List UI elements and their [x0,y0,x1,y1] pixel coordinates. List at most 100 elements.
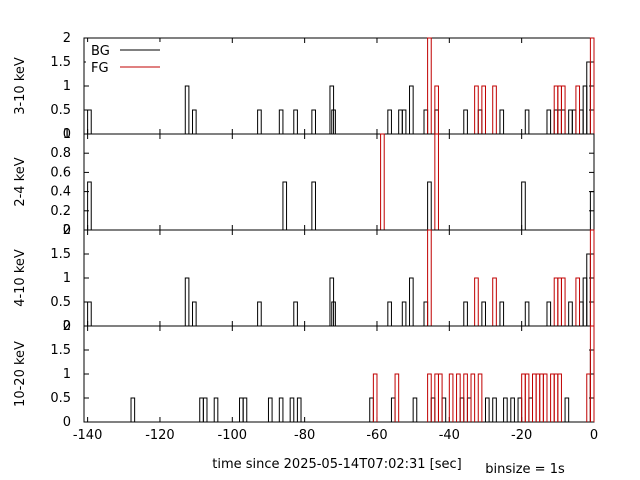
data-bin-bg [398,109,403,134]
data-bin-bg [202,397,208,422]
data-bin-fg [521,373,526,422]
data-bin-bg [510,397,515,422]
y-tick-label: 2 [63,31,71,46]
panel-4: 0 0.5 1 1.5 2 -140 -120 -100 -80 -60 -40 -20 0 10-20 … [13,319,598,443]
data-bin-bg [257,301,262,326]
y-axis-label: 4-10 keV [13,249,28,307]
plot-frame [83,229,595,327]
legend-label-bg: BG [91,44,110,59]
y-tick-label: 0 [63,223,71,238]
y-tick-label: 0 [63,415,71,430]
data-bin-bg [184,85,190,134]
data-bin-bg [463,301,468,326]
y-tick-label: 1 [63,79,71,94]
data-bin-fg [463,373,468,422]
x-tick-label: -40 [439,428,460,443]
plot-frame [83,133,595,231]
data-bin-bg [517,397,523,422]
data-bin-fg [560,85,566,134]
y-tick-label: 0.5 [50,103,71,118]
data-bin-fg [434,373,439,422]
data-bin-bg [311,181,316,230]
panel-3: 0 0.5 1 1.5 2 4-10 keV [13,223,595,334]
data-bin-bg [293,109,298,134]
data-bin-bg [484,397,490,422]
y-tick-label: 0.6 [50,165,71,180]
y-tick-label: 0 [63,127,71,142]
data-bin-bg [524,301,530,326]
data-bin-bg [130,397,136,422]
data-bin-bg [293,301,298,326]
data-bin-bg [192,109,197,134]
plot-frame [83,325,595,423]
data-bin-fg [539,373,544,422]
data-bin-bg [192,301,197,326]
data-bin-bg [492,397,497,422]
data-bin-bg [401,109,407,134]
data-bin-bg [242,397,248,422]
series-fg [427,37,595,134]
data-bin-fg [492,277,497,326]
legend: BG FG [86,42,164,76]
data-bin-bg [589,349,595,422]
data-bin-bg [87,301,92,326]
series-bg [87,181,595,230]
data-bin-bg [199,397,204,422]
y-tick-label: 0 [63,319,71,334]
data-bin-fg [542,373,548,422]
x-tick-label: -60 [366,428,387,443]
y-tick-label: 0.4 [50,185,71,200]
y-tick-label: 1 [63,127,71,142]
y-tick-label: 0.5 [50,295,71,310]
series-bg [87,253,591,326]
data-bin-fg [535,373,541,422]
data-bin-bg [441,397,447,422]
data-bin-fg [372,373,378,422]
data-bin-fg [589,325,595,422]
legend-label-fg: FG [91,61,109,76]
data-bin-bg [423,301,429,326]
x-tick-label: -20 [511,428,532,443]
data-bin-fg [557,277,562,326]
data-bin-bg [369,397,374,422]
y-tick-label: 1.5 [50,247,71,262]
data-bin-fg [427,229,432,326]
data-bin-fg [437,373,443,422]
data-bin-bg [387,109,392,134]
data-bin-bg [213,397,219,422]
data-bin-bg [546,109,552,134]
y-tick-label: 0.2 [50,204,71,219]
data-bin-bg [481,301,486,326]
data-bin-bg [184,277,190,326]
data-bin-bg [296,397,302,422]
y-tick-label: 1 [63,271,71,286]
data-bin-fg [553,373,559,422]
data-bin-bg [459,397,465,422]
x-tick-label: -100 [218,428,248,443]
data-bin-bg [430,397,436,422]
y-axis-label: 3-10 keV [13,57,28,115]
data-bin-bg [586,61,591,134]
data-bin-bg [568,109,573,134]
data-bin-fg [524,373,530,422]
data-bin-bg [412,397,418,422]
data-bin-bg [257,109,262,134]
data-bin-bg [582,85,588,134]
data-bin-bg [282,181,288,230]
y-tick-label: 0.8 [50,146,71,161]
y-tick-label: 0.5 [50,391,71,406]
data-bin-bg [499,301,505,326]
data-bin-fg [470,373,476,422]
data-bin-fg [427,373,432,422]
data-bin-bg [409,277,414,326]
data-bin-fg [380,133,385,230]
data-bin-bg [499,109,505,134]
data-bin-fg [474,85,479,134]
data-bin-bg [423,109,429,134]
data-bin-bg [568,301,573,326]
data-bin-bg [463,109,468,134]
data-bin-bg [579,109,584,134]
y-tick-label: 1.5 [50,55,71,70]
y-tick-label: 1.5 [50,343,71,358]
data-bin-bg [427,181,432,230]
